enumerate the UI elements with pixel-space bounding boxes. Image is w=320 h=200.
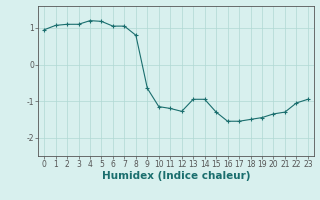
X-axis label: Humidex (Indice chaleur): Humidex (Indice chaleur): [102, 171, 250, 181]
